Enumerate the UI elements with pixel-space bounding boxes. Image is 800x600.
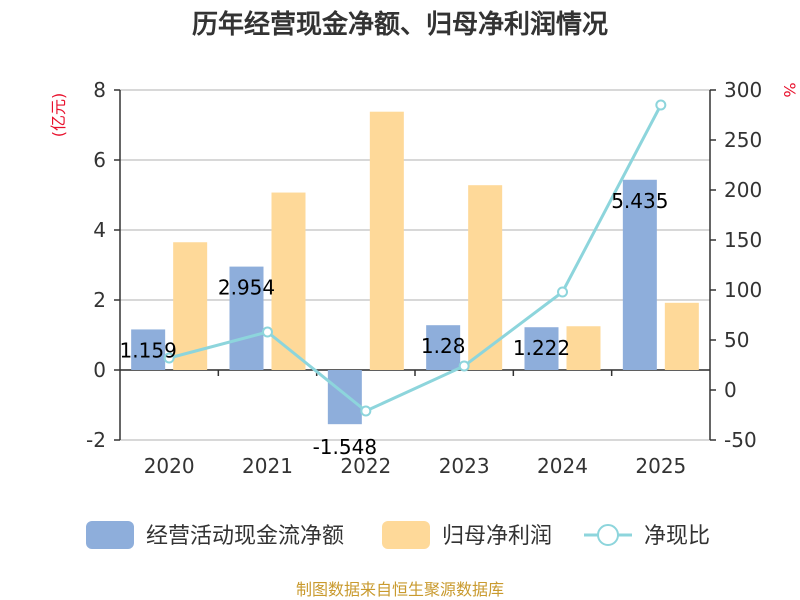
ratio-line-path: [168, 104, 663, 413]
data-label-cash-flow-2025: 5.435: [611, 189, 668, 213]
bar-net-profit-2021: [271, 192, 306, 370]
bar-cash-flow-2022: [327, 370, 362, 425]
legend-label-cash-flow: 经营活动现金流净额: [146, 524, 344, 549]
x-tick-label-2024: 2024: [537, 454, 588, 478]
data-label-cash-flow-2023: 1.28: [421, 334, 466, 358]
legend-swatch-net-profit: [382, 521, 430, 549]
net-profit-bars: [173, 111, 699, 370]
data-label-cash-flow-2020: 1.159: [120, 338, 177, 362]
ratio-point-2022: [360, 405, 372, 417]
legend-item-net-profit[interactable]: 归母净利润: [382, 521, 552, 549]
x-tick-label-2022: 2022: [340, 454, 391, 478]
axes: [119, 90, 711, 440]
data-label-cash-flow-2022: -1.548: [313, 435, 377, 459]
right-tick-label-3: 100: [724, 278, 762, 302]
ratio-point-2024: [557, 286, 568, 298]
x-tick-label-2025: 2025: [635, 454, 686, 478]
legend-swatch-cash-flow: [86, 521, 134, 549]
bar-cash-flow-2021: [229, 266, 264, 370]
cash-flow-bars: [131, 179, 657, 425]
left-tick-label-4: 6: [93, 148, 106, 172]
bar-cash-flow-2020: [131, 329, 166, 370]
bar-cash-flow-2023: [426, 325, 461, 370]
right-tick-label-4: 150: [724, 228, 762, 252]
bar-net-profit-2024: [566, 326, 601, 370]
bar-net-profit-2023: [468, 185, 503, 370]
data-label-cash-flow-2024: 1.222: [513, 336, 570, 360]
left-axis-unit: (亿元): [49, 93, 68, 138]
bar-cash-flow-2025: [622, 179, 657, 370]
legend-item-ratio[interactable]: 净现比: [584, 524, 710, 549]
legend-label-ratio: 净现比: [644, 524, 710, 549]
right-tick-label-6: 250: [724, 128, 762, 152]
legend: 经营活动现金流净额 归母净利润 净现比: [86, 521, 710, 549]
chart-title: 历年经营现金净额、归母净利润情况: [192, 9, 608, 40]
right-tick-label-0: -50: [724, 428, 757, 452]
legend-marker-ratio: [597, 524, 619, 546]
ratio-point-2020: [163, 352, 175, 364]
data-labels: 1.159 2.954 -1.548 1.28 1.222 5.435: [120, 189, 669, 459]
x-axis-ticks: 2020 2021 2022 2023 2024 2025: [144, 454, 687, 478]
bar-cash-flow-2024: [524, 327, 559, 370]
right-tick-label-2: 50: [724, 328, 749, 352]
ratio-point-2023: [458, 360, 470, 372]
bar-net-profit-2025: [664, 302, 699, 370]
source-note: 制图数据来自恒生聚源数据库: [296, 580, 504, 599]
legend-item-cash-flow[interactable]: 经营活动现金流净额: [86, 521, 344, 549]
bar-net-profit-2022: [369, 111, 404, 370]
x-tick-label-2020: 2020: [144, 454, 195, 478]
left-tick-label-1: 0: [93, 358, 106, 382]
right-axis-unit: %: [780, 82, 799, 97]
ratio-line: [163, 99, 667, 417]
x-tick-label-2021: 2021: [242, 454, 293, 478]
ratio-point-2021: [262, 326, 273, 338]
x-tick-label-2023: 2023: [439, 454, 490, 478]
left-tick-label-3: 4: [93, 218, 106, 242]
left-axis-ticks: -2 0 2 4 6 8: [86, 78, 120, 452]
right-tick-label-7: 300: [724, 78, 762, 102]
right-tick-label-5: 200: [724, 178, 762, 202]
left-tick-label-0: -2: [86, 428, 106, 452]
right-axis-ticks: -50 0 50 100 150 200 250 300: [710, 78, 762, 452]
data-label-cash-flow-2021: 2.954: [218, 276, 275, 300]
left-tick-label-5: 8: [93, 78, 106, 102]
legend-label-net-profit: 归母净利润: [442, 524, 552, 549]
right-tick-label-1: 0: [724, 378, 737, 402]
left-tick-label-2: 2: [93, 288, 106, 312]
ratio-point-2025: [655, 99, 667, 111]
